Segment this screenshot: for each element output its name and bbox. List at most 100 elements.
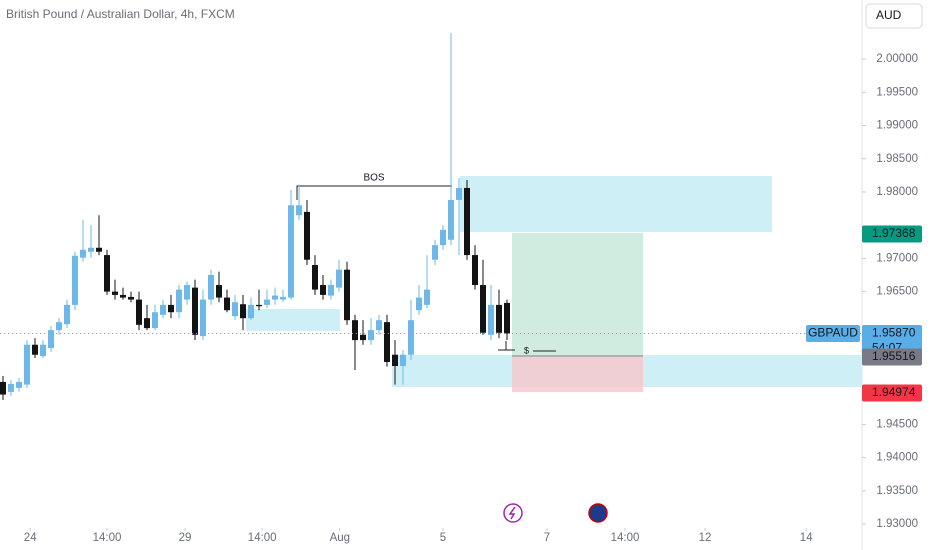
demand-zone: [246, 309, 340, 331]
y-tick-label: 1.99500: [876, 86, 918, 98]
candle-body: [8, 383, 14, 392]
currency-button[interactable]: [865, 3, 923, 29]
y-tick-label: 1.98500: [876, 153, 918, 165]
candle-body: [0, 381, 6, 395]
candle-body: [256, 304, 262, 307]
y-tick-label: 1.94000: [876, 452, 918, 464]
candle-body: [248, 304, 254, 319]
currency-label: AUD: [876, 8, 902, 22]
candle-body: [40, 344, 46, 357]
y-tick-label: 1.96500: [876, 286, 918, 298]
flag-icon[interactable]: [588, 503, 608, 523]
symbol-label: GBPAUD: [808, 326, 858, 340]
supply-zone: [460, 176, 772, 232]
candle-body: [32, 344, 38, 355]
price-marker: [862, 324, 922, 342]
candle-body: [200, 299, 206, 337]
candle-body: [48, 330, 54, 349]
candle-body: [376, 320, 382, 331]
candle-body: [440, 229, 446, 246]
candle-body: [128, 296, 134, 300]
chart-title: British Pound / Australian Dollar, 4h, F…: [6, 7, 235, 21]
y-tick-label: 1.93000: [876, 518, 918, 530]
candle-body: [448, 199, 454, 240]
candle-body: [432, 245, 438, 260]
y-tick-label: 1.98000: [876, 186, 918, 198]
x-tick-label: 14:00: [248, 532, 277, 544]
bos-line: [296, 185, 452, 200]
candle-body: [304, 211, 310, 260]
candle-body: [280, 296, 286, 300]
price-marker-label: 1.95870: [872, 326, 916, 340]
price-marker: [862, 384, 922, 402]
x-tick-label: 24: [24, 532, 37, 544]
candle-body: [408, 320, 414, 355]
candle-body: [104, 255, 110, 292]
y-tick-label: 1.99000: [876, 120, 918, 132]
candle-body: [240, 304, 246, 319]
candle-body: [360, 334, 366, 341]
candle-body: [72, 255, 78, 305]
candle-body: [56, 322, 62, 331]
candle-body: [16, 381, 22, 388]
candle-body: [328, 284, 334, 296]
target-box: [512, 233, 643, 356]
candle-body: [288, 205, 294, 298]
y-tick-label: 2.00000: [876, 53, 918, 65]
candle-body: [416, 297, 422, 311]
price-marker-label: 1.95516: [872, 349, 916, 363]
price-marker-label: 1.94974: [872, 385, 916, 399]
candle-body: [336, 269, 342, 288]
candle-body: [488, 304, 494, 335]
y-tick-label: 1.97000: [876, 252, 918, 264]
candle-body: [160, 304, 166, 315]
y-tick-label: 1.93500: [876, 485, 918, 497]
candle-body: [296, 205, 302, 216]
x-tick-label: Aug: [330, 532, 350, 544]
candle-body: [472, 255, 478, 285]
candle-body: [368, 330, 374, 341]
x-tick-label: 29: [179, 532, 192, 544]
x-tick-label: 12: [699, 532, 712, 544]
price-marker: [862, 348, 922, 366]
candle-body: [480, 284, 486, 333]
candle-body: [392, 354, 398, 367]
candle-body: [176, 289, 182, 313]
x-tick-label: 14:00: [93, 532, 122, 544]
x-tick-label: 7: [544, 532, 550, 544]
candle-body: [96, 247, 102, 252]
candle-body: [456, 187, 462, 200]
candle-body: [208, 275, 214, 300]
event-icon-glyph: [508, 506, 516, 520]
dollar-label: $: [524, 345, 529, 355]
candle-body: [144, 318, 150, 329]
price-marker: [862, 225, 922, 243]
candle-body: [272, 295, 278, 300]
candle-body: [224, 297, 230, 311]
candle-body: [344, 269, 350, 321]
price-marker-label: 1.97368: [872, 226, 916, 240]
candle-body: [320, 284, 326, 295]
bos-label: BOS: [363, 173, 384, 184]
candle-body: [464, 187, 470, 256]
candle-body: [88, 247, 94, 252]
candle-body: [400, 354, 406, 367]
candle-body: [112, 291, 118, 295]
symbol-box: [806, 324, 860, 342]
candle-body: [168, 304, 174, 313]
y-tick-label: 1.94500: [876, 418, 918, 430]
candle-body: [496, 304, 502, 333]
candle-body: [232, 302, 238, 317]
x-tick-label: 14:00: [611, 532, 640, 544]
candle-body: [120, 294, 126, 298]
event-icon[interactable]: [503, 503, 523, 523]
stop-box: [512, 356, 643, 392]
candle-body: [384, 322, 390, 363]
candle-body: [192, 287, 198, 335]
candle-body: [504, 302, 510, 334]
candle-body: [64, 304, 70, 325]
candle-body: [184, 284, 190, 300]
candle-body: [152, 312, 158, 329]
candle-body: [24, 344, 30, 385]
